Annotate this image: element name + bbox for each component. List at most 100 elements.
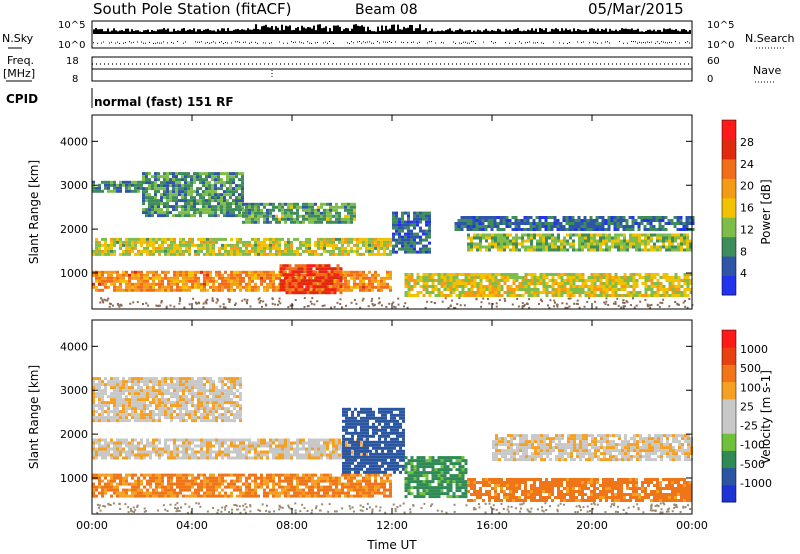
heatmap-cell [215, 270, 218, 274]
heatmap-cell [536, 276, 540, 279]
speckle-point [553, 299, 556, 302]
heatmap-cell [181, 187, 184, 191]
heatmap-cell [275, 444, 278, 448]
heatmap-cell [197, 456, 200, 460]
heatmap-cell [608, 248, 611, 252]
heatmap-cell [157, 199, 160, 203]
heatmap-cell [572, 285, 576, 288]
heatmap-cell [107, 380, 110, 384]
nsearch-dot [595, 41, 596, 43]
heatmap-cell [161, 279, 164, 283]
heatmap-cell [212, 243, 215, 247]
heatmap-cell [536, 239, 539, 243]
heatmap-cell [320, 444, 323, 448]
heatmap-cell [676, 222, 680, 225]
heatmap-cell [187, 190, 190, 194]
heatmap-cell [551, 291, 555, 294]
heatmap-cell [560, 279, 564, 282]
nsearch-dot [469, 42, 470, 44]
heatmap-cell [353, 202, 356, 206]
heatmap-cell [184, 184, 187, 188]
heatmap-cell [583, 225, 587, 228]
heatmap-cell [622, 225, 626, 228]
heatmap-cell [410, 223, 413, 227]
heatmap-cell [140, 438, 143, 442]
heatmap-cell [193, 190, 196, 194]
heatmap-cell [101, 398, 104, 402]
heatmap-cell [170, 456, 173, 460]
heatmap-cell [335, 246, 338, 250]
speckle-point [392, 301, 395, 304]
nsky-bar [637, 28, 639, 34]
nsky-bar [383, 30, 385, 34]
heatmap-cell [305, 447, 308, 451]
heatmap-cell [203, 288, 206, 292]
heatmap-cell [341, 249, 344, 253]
heatmap-cell [158, 243, 161, 247]
heatmap-cell [104, 419, 107, 423]
nsearch-dot [167, 42, 168, 44]
nsearch-dot [377, 41, 378, 43]
heatmap-cell [145, 178, 148, 182]
heatmap-cell [224, 246, 227, 250]
heatmap-cell [275, 288, 278, 292]
heatmap-cell [282, 288, 286, 292]
heatmap-cell [530, 273, 534, 276]
heatmap-cell [92, 383, 95, 387]
nsky-bar [387, 29, 389, 34]
heatmap-cell [257, 205, 260, 209]
speckle-point [378, 301, 381, 304]
heatmap-cell [229, 184, 232, 188]
heatmap-cell [533, 276, 537, 279]
heatmap-cell [205, 181, 208, 185]
nsky-bar [293, 30, 295, 34]
heatmap-cell [227, 252, 230, 256]
heatmap-cell [101, 444, 104, 448]
heatmap-cell [95, 438, 98, 442]
heatmap-cell [158, 450, 161, 454]
colorbar-tick-label: 8 [740, 245, 747, 258]
heatmap-cell [599, 291, 603, 294]
heatmap-cell [329, 285, 332, 289]
heatmap-cell [392, 232, 395, 236]
speckle-point [129, 302, 132, 305]
heatmap-cell [359, 441, 362, 445]
nsky-bar [155, 31, 157, 34]
heatmap-cell [416, 214, 419, 218]
heatmap-cell [593, 242, 596, 246]
heatmap-cell [428, 273, 432, 276]
nsky-bar [217, 29, 219, 34]
heatmap-cell [575, 291, 579, 294]
heatmap-cell [329, 249, 332, 253]
heatmap-cell [238, 178, 241, 182]
heatmap-cell [209, 237, 212, 241]
heatmap-cell [119, 404, 122, 408]
heatmap-cell [119, 386, 122, 390]
heatmap-cell [658, 225, 662, 228]
heatmap-cell [203, 279, 206, 283]
heatmap-cell [527, 288, 531, 291]
heatmap-cell [569, 242, 572, 246]
heatmap-cell [172, 196, 175, 200]
heatmap-cell [206, 270, 209, 274]
nsearch-dot [459, 42, 460, 44]
heatmap-cell [339, 273, 343, 277]
heatmap-cell [614, 239, 617, 243]
heatmap-cell [329, 237, 332, 241]
heatmap-cell [161, 276, 164, 280]
heatmap-cell [303, 279, 307, 283]
heatmap-cell [167, 246, 170, 250]
heatmap-cell [191, 282, 194, 286]
heatmap-cell [590, 279, 594, 282]
heatmap-cell [544, 225, 548, 228]
heatmap-cell [605, 239, 608, 243]
heatmap-cell [479, 276, 483, 279]
heatmap-cell [515, 276, 519, 279]
heatmap-cell [407, 279, 411, 282]
heatmap-cell [245, 447, 248, 451]
heatmap-cell [242, 438, 245, 442]
nsearch-dot [301, 42, 302, 44]
heatmap-cell [458, 279, 462, 282]
nsky-bar [285, 25, 287, 34]
heatmap-cell [327, 273, 331, 277]
